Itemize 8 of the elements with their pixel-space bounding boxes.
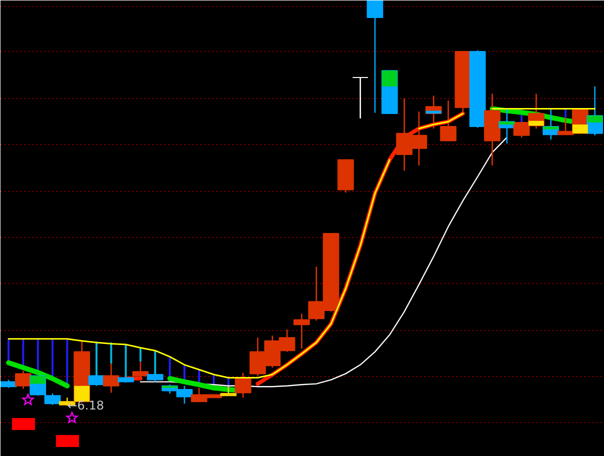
candlestick: [15, 370, 32, 390]
candlestick: [440, 100, 456, 142]
candlestick: [234, 372, 252, 398]
candlestick: [366, 0, 384, 114]
annotation: ←6.18: [67, 398, 104, 413]
candlestick: [352, 76, 369, 120]
bar: [382, 70, 398, 86]
bar: [74, 386, 90, 402]
